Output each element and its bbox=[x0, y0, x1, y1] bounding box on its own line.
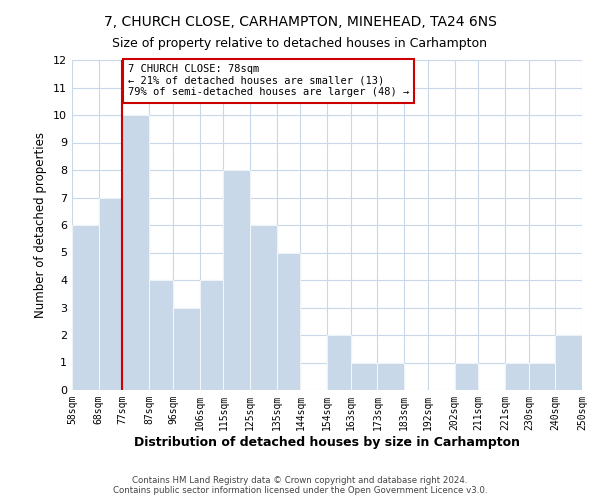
Bar bbox=[556, 335, 582, 390]
Bar bbox=[529, 362, 556, 390]
Bar bbox=[250, 225, 277, 390]
Bar bbox=[455, 362, 478, 390]
Bar bbox=[149, 280, 173, 390]
Text: Size of property relative to detached houses in Carhampton: Size of property relative to detached ho… bbox=[113, 38, 487, 51]
Bar bbox=[122, 115, 149, 390]
Bar bbox=[277, 252, 301, 390]
X-axis label: Distribution of detached houses by size in Carhampton: Distribution of detached houses by size … bbox=[134, 436, 520, 448]
Bar bbox=[377, 362, 404, 390]
Bar bbox=[72, 225, 98, 390]
Bar bbox=[505, 362, 529, 390]
Bar bbox=[98, 198, 122, 390]
Y-axis label: Number of detached properties: Number of detached properties bbox=[34, 132, 47, 318]
Bar bbox=[223, 170, 250, 390]
Text: 7, CHURCH CLOSE, CARHAMPTON, MINEHEAD, TA24 6NS: 7, CHURCH CLOSE, CARHAMPTON, MINEHEAD, T… bbox=[104, 15, 496, 29]
Text: Contains HM Land Registry data © Crown copyright and database right 2024.
Contai: Contains HM Land Registry data © Crown c… bbox=[113, 476, 487, 495]
Bar bbox=[173, 308, 199, 390]
Text: 7 CHURCH CLOSE: 78sqm
← 21% of detached houses are smaller (13)
79% of semi-deta: 7 CHURCH CLOSE: 78sqm ← 21% of detached … bbox=[128, 64, 409, 98]
Bar bbox=[351, 362, 377, 390]
Bar bbox=[327, 335, 351, 390]
Bar bbox=[199, 280, 223, 390]
